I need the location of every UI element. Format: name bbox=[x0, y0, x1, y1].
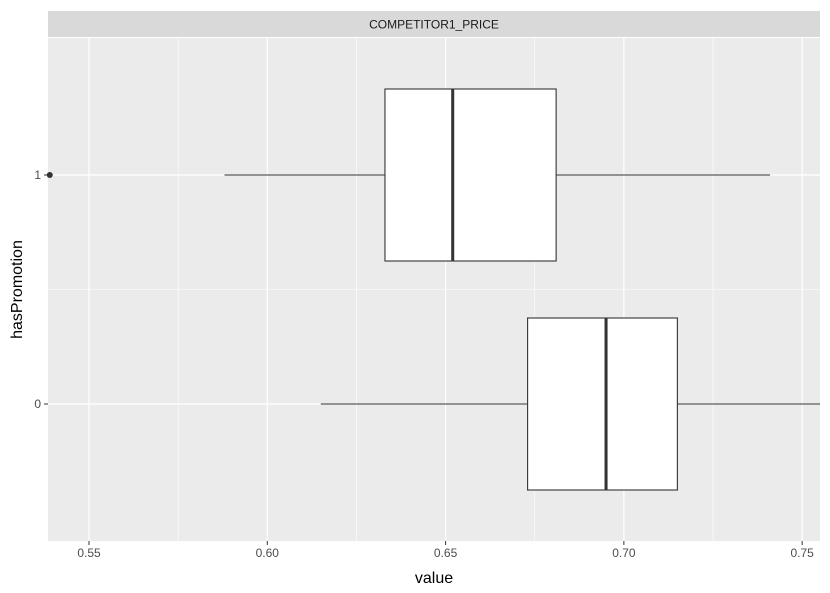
outlier-point bbox=[46, 172, 53, 178]
x-tick-label: 0.70 bbox=[612, 546, 636, 560]
y-tick-label: 0 bbox=[34, 397, 41, 411]
x-tick-label: 0.65 bbox=[434, 546, 458, 560]
y-tick-label: 1 bbox=[34, 168, 41, 182]
x-tick-label: 0.75 bbox=[790, 546, 814, 560]
iqr-box bbox=[527, 317, 678, 491]
box-category-1 bbox=[46, 88, 771, 262]
facet-strip bbox=[48, 11, 820, 37]
boxes bbox=[46, 88, 820, 491]
x-tick-label: 0.60 bbox=[256, 546, 280, 560]
iqr-box bbox=[384, 88, 557, 262]
axes: 0.55 0.60 0.65 0.70 0.75 1 0 bbox=[34, 168, 814, 560]
box-category-0 bbox=[320, 317, 820, 491]
x-axis-title: value bbox=[415, 570, 453, 587]
x-tick-label: 0.55 bbox=[77, 546, 101, 560]
y-axis-title: hasPromotion bbox=[9, 240, 26, 339]
facet-strip-label: COMPETITOR1_PRICE bbox=[369, 18, 499, 32]
